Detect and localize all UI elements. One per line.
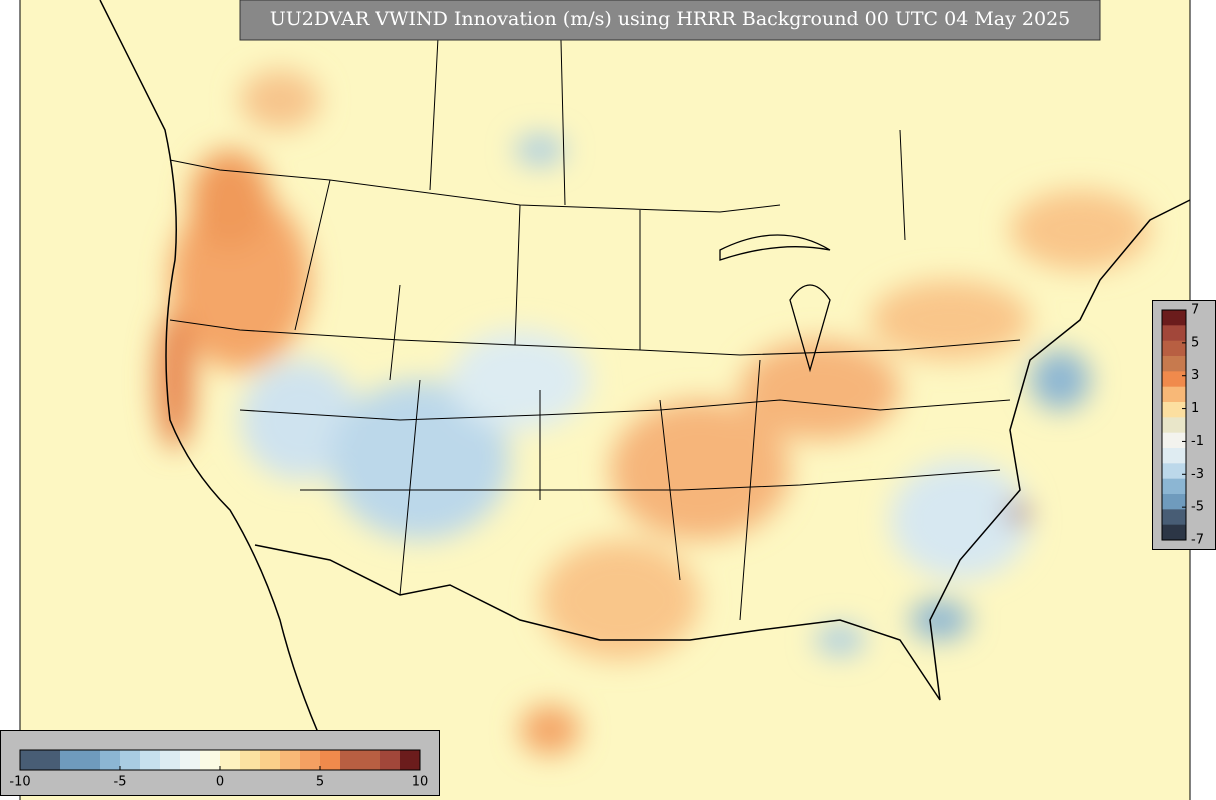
- tick-label: 0: [216, 775, 224, 790]
- colorbar-bottom: -10 -5 0 5 10: [9, 750, 428, 790]
- colorbar-frame: [19, 749, 421, 771]
- color-band: [180, 750, 201, 770]
- west-coastline: [99, 0, 341, 781]
- color-band: [380, 750, 401, 770]
- color-band: [280, 750, 301, 770]
- tick-label: 3: [1191, 368, 1199, 383]
- color-band: [400, 750, 421, 770]
- color-band: [1162, 448, 1186, 464]
- color-band: [1162, 310, 1186, 326]
- color-band: [220, 750, 241, 770]
- state-line: [169, 319, 1021, 356]
- colorbar-right: 7 5 3 1 -1 -3 -5 -7: [1162, 303, 1204, 548]
- color-band: [1162, 340, 1186, 357]
- map-title: UU2DVAR VWIND Innovation (m/s) using HRR…: [270, 8, 1071, 30]
- color-band: [1162, 524, 1186, 541]
- color-band: [1162, 494, 1186, 510]
- color-band: [1162, 386, 1186, 403]
- lake-superior: [719, 234, 831, 261]
- color-band: [20, 750, 41, 770]
- tick-label: 5: [316, 775, 324, 790]
- color-band: [340, 750, 361, 770]
- color-band: [1162, 402, 1186, 418]
- tick-label: 1: [1191, 401, 1199, 416]
- lake-michigan: [789, 284, 831, 373]
- color-band: [1162, 509, 1186, 526]
- color-band: [1162, 371, 1186, 388]
- state-line: [239, 399, 1011, 421]
- color-band: [60, 750, 81, 770]
- color-band: [80, 750, 101, 770]
- color-band: [360, 750, 381, 770]
- tick-label: 7: [1191, 303, 1199, 318]
- state-line: [294, 179, 761, 621]
- color-band: [320, 750, 341, 770]
- color-band: [240, 750, 261, 770]
- tick-label: -5: [114, 775, 127, 790]
- color-band: [1162, 356, 1186, 372]
- color-band: [40, 750, 61, 770]
- color-band: [1162, 325, 1186, 342]
- east-coastline: [254, 199, 1191, 701]
- tick-label: -3: [1191, 467, 1204, 482]
- color-band: [1162, 417, 1186, 434]
- tick-label: 10: [412, 775, 429, 790]
- color-band: [200, 750, 221, 770]
- boundaries: [99, 0, 1191, 781]
- color-band: [100, 750, 121, 770]
- color-band: [140, 750, 161, 770]
- color-band: [120, 750, 141, 770]
- map-background: [20, 0, 1190, 800]
- color-band: [260, 750, 281, 770]
- color-band: [1162, 478, 1186, 495]
- color-band: [1162, 432, 1186, 449]
- tick-label: 5: [1191, 335, 1199, 350]
- tick-label: -5: [1191, 500, 1204, 515]
- title-box: [239, 0, 1101, 41]
- tick-label: -1: [1191, 434, 1204, 449]
- color-band: [300, 750, 321, 770]
- tick-label: -10: [9, 775, 30, 790]
- color-band: [1162, 463, 1186, 480]
- state-line: [300, 469, 1001, 491]
- tick-label: -7: [1191, 533, 1204, 548]
- colorbar-frame: [1161, 309, 1187, 541]
- color-band: [160, 750, 181, 770]
- innovation-field: [155, 70, 1150, 755]
